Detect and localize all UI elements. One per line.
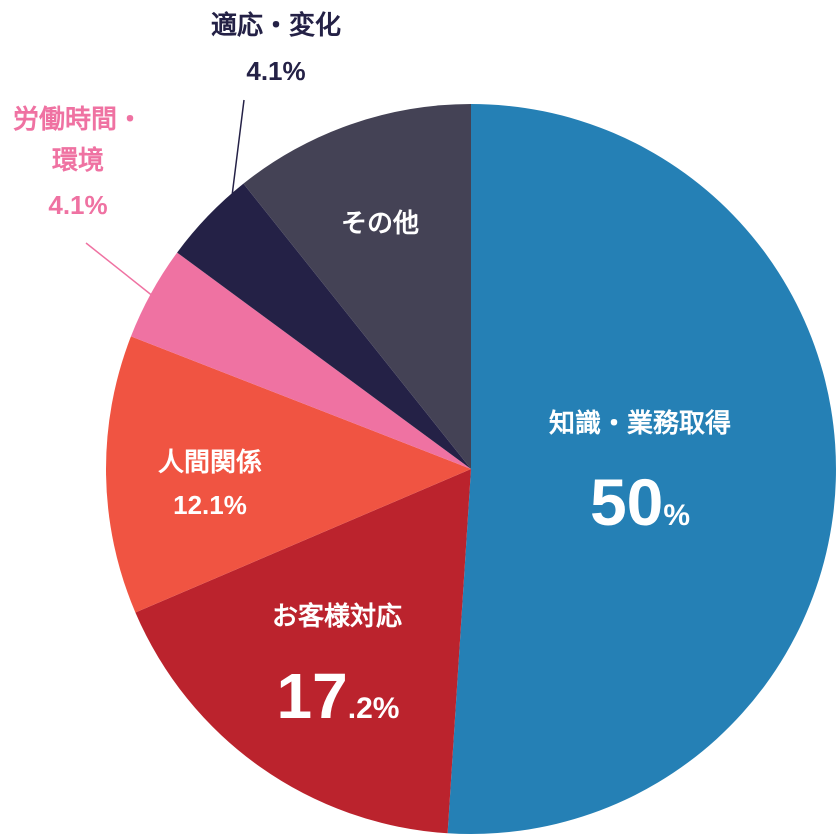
pie-slice-okyakusama	[135, 469, 471, 834]
pie-slices	[106, 104, 836, 834]
label-sonota: その他	[341, 208, 419, 238]
pie-slice-chishiki	[447, 104, 836, 834]
label-hataraku-name-line2: 環境	[52, 145, 104, 175]
pie-slice-hataraku	[130, 252, 471, 469]
label-ningen: 人間関係 12.1%	[158, 447, 262, 520]
label-chishiki-value: 50%	[590, 465, 690, 539]
pie-slice-ningen	[106, 336, 471, 613]
label-ningen-name: 人間関係	[158, 447, 262, 477]
pie-slice-tekiou	[177, 183, 471, 469]
label-okyakusama-name: お客様対応	[272, 601, 402, 631]
label-chishiki-name: 知識・業務取得	[549, 408, 731, 438]
label-tekiou-value: 4.1%	[246, 56, 305, 86]
label-okyakusama-value: 17.2%	[277, 660, 400, 732]
label-hataraku-value: 4.1%	[48, 190, 107, 220]
label-tekiou: 適応・変化 4.1%	[211, 10, 341, 86]
leader-line-hataraku	[85, 242, 155, 298]
leader-line-tekiou	[231, 99, 245, 197]
label-tekiou-name: 適応・変化	[211, 10, 341, 40]
leader-lines	[85, 99, 245, 298]
label-hataraku: 労働時間・ 環境 4.1%	[13, 104, 143, 220]
label-hataraku-name-line1: 労働時間・	[13, 104, 143, 134]
label-okyakusama: お客様対応 17.2%	[272, 601, 402, 732]
label-sonota-name: その他	[341, 208, 419, 238]
label-chishiki: 知識・業務取得 50%	[549, 408, 731, 539]
label-ningen-value: 12.1%	[173, 490, 247, 520]
pie-slice-sonota	[243, 104, 471, 469]
